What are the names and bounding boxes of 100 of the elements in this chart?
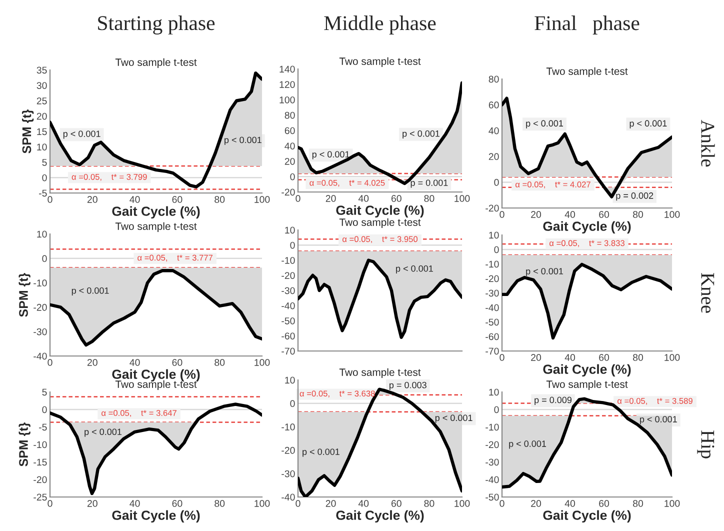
y-tick-label: 10 bbox=[37, 230, 47, 238]
y-tick-label: -10 bbox=[486, 424, 499, 431]
annotation: p < 0.001 bbox=[302, 448, 340, 457]
y-tick-label: 120 bbox=[280, 81, 295, 88]
x-tick-label: 0 bbox=[48, 500, 52, 507]
x-tick-label: 60 bbox=[172, 500, 182, 507]
x-tick-label: 100 bbox=[254, 500, 270, 507]
x-tick-label: 60 bbox=[172, 196, 182, 203]
chart-title: Two sample t-test bbox=[339, 218, 421, 228]
chart-title: Two sample t-test bbox=[339, 57, 421, 67]
y-tick-label: -60 bbox=[486, 333, 499, 340]
x-tick-label: 0 bbox=[48, 196, 52, 203]
y-tick-label: 10 bbox=[489, 232, 499, 239]
x-tick-label: 60 bbox=[391, 500, 402, 507]
annotation: p < 0.001 bbox=[526, 268, 564, 276]
y-tick-label: -15 bbox=[34, 458, 47, 466]
y-tick-label: -20 bbox=[282, 272, 295, 279]
x-tick-label: 80 bbox=[633, 354, 644, 361]
y-tick-label: 35 bbox=[36, 66, 47, 74]
chart-subtitle: Starting phase bbox=[98, 16, 215, 34]
x-tick-label: 60 bbox=[391, 195, 402, 202]
annotation: p < 0.001 bbox=[224, 136, 262, 145]
y-tick-label: 60 bbox=[488, 102, 499, 108]
ref-line-label: α =0.05, t* = 4.027 bbox=[516, 182, 590, 188]
y-tick-label: 10 bbox=[285, 376, 295, 384]
x-tick-label: 40 bbox=[358, 500, 369, 507]
x-tick-label: 0 bbox=[48, 359, 52, 366]
annotation: p < 0.001 bbox=[630, 120, 667, 128]
y-tick-label: -25 bbox=[34, 494, 47, 501]
annotation: p = 0.002 bbox=[616, 192, 654, 201]
y-axis-title: SPM {t} bbox=[18, 422, 30, 466]
y-tick-label: 0 bbox=[290, 242, 295, 249]
annotation: p < 0.001 bbox=[312, 151, 350, 160]
ref-line-label: α =0.05, t* = 4.025 bbox=[310, 180, 385, 187]
chart-title: Two sample t-test bbox=[115, 58, 197, 68]
y-tick-label: -5 bbox=[39, 424, 47, 431]
chart-subtitle: Middle phase bbox=[324, 16, 436, 34]
annotation: p = 0.001 bbox=[410, 180, 448, 188]
y2-axis-title: Knee bbox=[701, 273, 714, 313]
y-tick-label: -5 bbox=[39, 190, 47, 197]
ref-line-label: α =0.05, t* = 3.833 bbox=[550, 240, 624, 248]
x-tick-label: 0 bbox=[296, 195, 300, 202]
y-tick-label: -10 bbox=[34, 441, 47, 448]
annotation: p < 0.001 bbox=[509, 440, 546, 449]
y-tick-label: -10 bbox=[282, 256, 295, 264]
y-tick-label: 5 bbox=[42, 159, 47, 166]
x-tick-label: 100 bbox=[664, 211, 680, 218]
annotation: p < 0.001 bbox=[84, 428, 122, 437]
x-axis-title: Gait Cycle (%) bbox=[112, 510, 200, 523]
y-tick-label: 15 bbox=[37, 128, 47, 136]
y-tick-label: -30 bbox=[282, 470, 295, 478]
x-tick-label: 40 bbox=[564, 354, 576, 361]
x-tick-label: 100 bbox=[454, 195, 470, 202]
y-tick-label: -50 bbox=[282, 317, 295, 324]
x-tick-label: 20 bbox=[87, 359, 98, 366]
y-tick-label: 0 bbox=[494, 246, 499, 254]
y-tick-label: -20 bbox=[282, 188, 295, 196]
annotation: p < 0.001 bbox=[640, 416, 677, 424]
y2-axis-title: Ankle bbox=[701, 120, 715, 167]
x-tick-label: 40 bbox=[130, 500, 140, 507]
x-tick-label: 20 bbox=[326, 500, 336, 507]
x-axis-title: Gait Cycle (%) bbox=[112, 369, 200, 382]
annotation: p < 0.001 bbox=[63, 130, 100, 139]
y-tick-label: 40 bbox=[488, 127, 499, 134]
ref-line-label: α =0.05, t* = 3.799 bbox=[72, 174, 147, 181]
chart-title: Two sample t-test bbox=[546, 67, 628, 77]
y-tick-label: 20 bbox=[284, 158, 295, 165]
y-tick-label: -30 bbox=[486, 290, 499, 297]
y-tick-label: 0 bbox=[290, 400, 295, 408]
y-tick-label: -30 bbox=[34, 328, 47, 336]
y-axis-title: SPM {t} bbox=[18, 272, 30, 317]
x-tick-label: 60 bbox=[172, 359, 182, 366]
y-tick-label: -50 bbox=[486, 318, 499, 326]
x-tick-label: 20 bbox=[87, 196, 98, 203]
y-tick-label: -40 bbox=[486, 476, 499, 484]
y-tick-label: 20 bbox=[36, 112, 47, 120]
y-tick-label: 10 bbox=[37, 144, 47, 150]
y-tick-label: -40 bbox=[282, 494, 295, 501]
ref-line-label: α =0.05, t* = 3.777 bbox=[138, 254, 213, 262]
x-tick-label: 40 bbox=[358, 195, 369, 202]
x-tick-label: 20 bbox=[531, 500, 542, 507]
x-tick-label: 60 bbox=[599, 500, 610, 507]
chart-subtitle: Final phase bbox=[534, 16, 640, 34]
x-tick-label: 20 bbox=[87, 500, 98, 507]
x-tick-label: 20 bbox=[326, 195, 336, 202]
y-axis-title: SPM {t} bbox=[22, 109, 34, 154]
annotation: p < 0.001 bbox=[72, 287, 109, 296]
y-tick-label: -30 bbox=[282, 287, 295, 294]
x-tick-label: 40 bbox=[130, 359, 140, 366]
ref-line-label: α =0.05, t* = 3.647 bbox=[102, 410, 176, 417]
y-tick-label: 30 bbox=[36, 82, 47, 89]
y-tick-label: 0 bbox=[494, 178, 499, 186]
y-tick-label: -70 bbox=[486, 348, 499, 355]
x-tick-label: 40 bbox=[564, 500, 576, 507]
x-tick-label: 80 bbox=[633, 211, 644, 218]
x-tick-label: 40 bbox=[564, 211, 576, 218]
annotation: p < 0.001 bbox=[435, 414, 472, 423]
x-tick-label: 100 bbox=[664, 354, 680, 361]
y-tick-label: -30 bbox=[486, 458, 499, 466]
x-tick-label: 80 bbox=[214, 500, 225, 507]
